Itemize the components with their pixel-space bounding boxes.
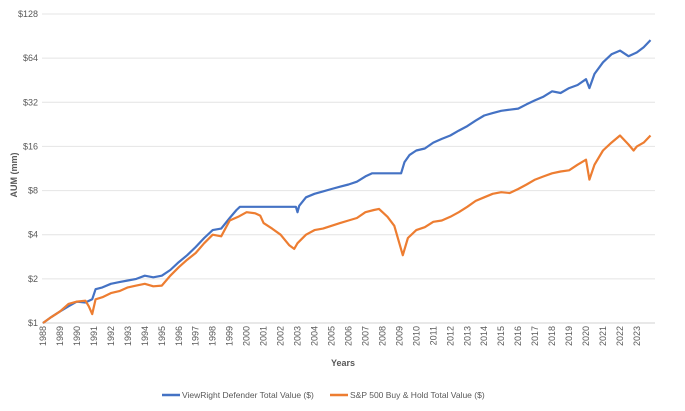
y-tick-label: $8 bbox=[28, 186, 38, 196]
x-tick-label: 2009 bbox=[394, 326, 404, 346]
x-tick-label: 1996 bbox=[174, 326, 184, 346]
y-axis-title: AUM (mm) bbox=[9, 153, 19, 198]
x-tick-label: 1995 bbox=[157, 326, 167, 346]
x-tick-label: 2007 bbox=[360, 326, 370, 346]
x-tick-label: 2005 bbox=[326, 326, 336, 346]
x-tick-label: 2015 bbox=[496, 326, 506, 346]
x-tick-label: 1992 bbox=[106, 326, 116, 346]
legend-label-viewright: ViewRight Defender Total Value ($) bbox=[182, 390, 314, 400]
gridlines bbox=[42, 13, 655, 324]
x-tick-label: 2011 bbox=[428, 326, 438, 345]
y-tick-label: $2 bbox=[28, 274, 38, 284]
x-tick-label: 1990 bbox=[72, 326, 82, 346]
x-tick-label: 2014 bbox=[479, 326, 489, 346]
y-tick-label: $128 bbox=[18, 9, 38, 19]
x-tick-label: 2023 bbox=[632, 326, 642, 346]
x-axis-ticks: 1988 1989 1990 1991 1992 1993 1994 1995 1996 1997… bbox=[38, 326, 642, 346]
x-tick-label: 1991 bbox=[89, 326, 99, 346]
x-tick-label: 1994 bbox=[140, 326, 150, 346]
y-axis-ticks: $1 $2 $4 $8 $16 $32 $64 $128 bbox=[18, 9, 38, 328]
x-tick-label: 2016 bbox=[513, 326, 523, 346]
x-tick-label: 2008 bbox=[377, 326, 387, 346]
x-tick-label: 1988 bbox=[38, 326, 48, 346]
x-tick-label: 1999 bbox=[225, 326, 235, 346]
x-tick-label: 1997 bbox=[191, 326, 201, 346]
series-lines bbox=[42, 39, 652, 324]
x-tick-label: 2012 bbox=[445, 326, 455, 346]
y-tick-label: $32 bbox=[23, 97, 38, 107]
legend: ViewRight Defender Total Value ($) S&P 5… bbox=[162, 390, 485, 400]
x-tick-label: 2017 bbox=[530, 326, 540, 346]
y-tick-label: $4 bbox=[28, 230, 38, 240]
legend-label-sp500: S&P 500 Buy & Hold Total Value ($) bbox=[350, 390, 485, 400]
x-tick-label: 2003 bbox=[293, 326, 303, 346]
x-tick-label: 2020 bbox=[581, 326, 591, 346]
series-line-sp500 bbox=[42, 134, 652, 324]
y-tick-label: $16 bbox=[23, 141, 38, 151]
x-tick-label: 2001 bbox=[259, 326, 269, 346]
x-tick-label: 2004 bbox=[310, 326, 320, 346]
series-line-viewright bbox=[42, 39, 652, 324]
x-axis-title: Years bbox=[331, 358, 355, 368]
x-tick-label: 2006 bbox=[343, 326, 353, 346]
x-tick-label: 2002 bbox=[276, 326, 286, 346]
x-tick-label: 2019 bbox=[564, 326, 574, 346]
x-tick-label: 2018 bbox=[547, 326, 557, 346]
x-tick-label: 2022 bbox=[615, 326, 625, 346]
y-tick-label: $1 bbox=[28, 318, 38, 328]
x-tick-label: 2000 bbox=[242, 326, 252, 346]
x-tick-label: 1989 bbox=[55, 326, 65, 346]
x-tick-label: 2013 bbox=[462, 326, 472, 346]
y-tick-label: $64 bbox=[23, 53, 38, 63]
x-tick-label: 2010 bbox=[411, 326, 421, 346]
x-tick-label: 1993 bbox=[123, 326, 133, 346]
x-tick-label: 1998 bbox=[208, 326, 218, 346]
x-tick-label: 2021 bbox=[598, 326, 608, 346]
